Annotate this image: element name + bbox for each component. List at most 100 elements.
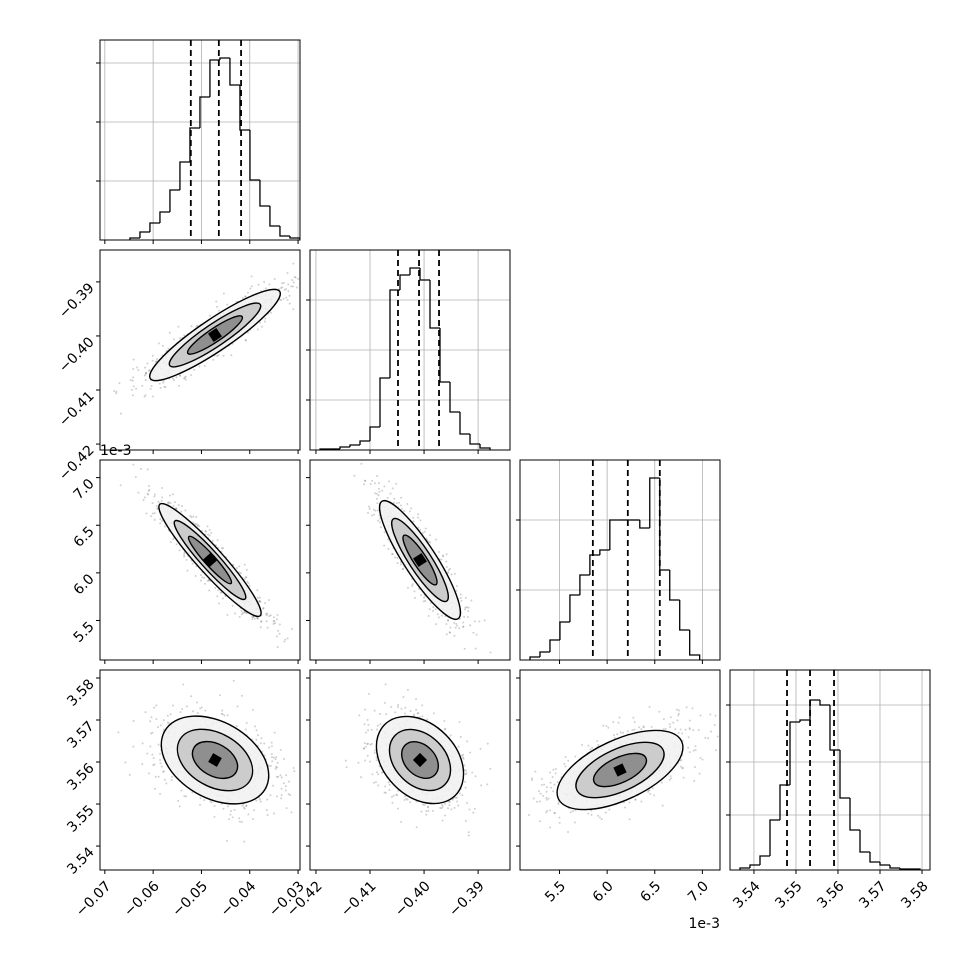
sample-point: [388, 480, 391, 483]
sample-point: [441, 554, 444, 557]
sample-point: [489, 767, 492, 770]
sample-point: [402, 567, 405, 570]
sample-point: [306, 277, 308, 279]
sample-point: [190, 516, 193, 519]
sample-point: [422, 600, 425, 603]
sample-point: [259, 321, 262, 324]
sample-point: [183, 553, 186, 556]
sample-point: [413, 713, 416, 716]
density-panel: [520, 705, 719, 834]
sample-point: [251, 615, 254, 618]
sample-point: [363, 479, 366, 482]
sample-point: [141, 742, 144, 745]
sample-point: [387, 538, 390, 541]
sample-point: [238, 615, 241, 618]
sample-point: [274, 622, 277, 625]
sample-point: [132, 385, 135, 388]
sample-point: [178, 374, 181, 377]
sample-point: [259, 742, 262, 745]
sample-point: [651, 787, 654, 790]
sample-point: [363, 723, 366, 726]
histogram-step: [129, 237, 140, 240]
sample-point: [362, 747, 365, 750]
sample-point: [709, 713, 712, 716]
sample-point: [280, 794, 283, 797]
sample-point: [117, 731, 120, 734]
sample-point: [371, 479, 374, 482]
sample-point: [151, 502, 154, 505]
sample-point: [417, 712, 420, 715]
sample-point: [256, 616, 259, 619]
panel-frame: [309, 669, 511, 871]
sample-point: [175, 376, 178, 379]
sample-point: [271, 760, 274, 763]
sample-point: [132, 358, 135, 361]
sample-point: [244, 338, 247, 341]
sample-point: [163, 778, 166, 781]
sample-point: [432, 606, 435, 609]
sample-point: [148, 369, 151, 372]
sample-point: [420, 810, 423, 813]
sample-point: [230, 354, 233, 357]
sample-point: [395, 793, 398, 796]
sample-point: [459, 593, 462, 596]
sample-point: [132, 463, 135, 466]
panel-frame: [519, 459, 721, 661]
sample-point: [172, 538, 175, 541]
sample-point: [284, 638, 287, 641]
histogram-step: [169, 189, 180, 212]
sample-point: [590, 809, 593, 812]
sample-point: [685, 706, 688, 709]
sample-point: [204, 709, 207, 712]
sample-point: [213, 815, 216, 818]
density-peak: [208, 328, 222, 342]
sample-point: [275, 756, 278, 759]
sample-point: [257, 617, 260, 620]
sample-point: [460, 754, 463, 757]
sample-point: [162, 770, 165, 773]
sample-point: [173, 379, 176, 382]
sample-point: [252, 615, 255, 618]
sample-point: [180, 789, 183, 792]
sample-point: [415, 826, 418, 829]
sample-point: [467, 831, 470, 834]
sample-point: [373, 513, 376, 516]
sample-point: [131, 379, 134, 382]
sample-point: [455, 622, 458, 625]
sample-point: [373, 749, 376, 752]
sample-point: [383, 544, 386, 547]
sample-point: [489, 651, 492, 654]
sample-point: [244, 295, 247, 298]
sample-point: [426, 805, 429, 808]
sample-point: [198, 803, 201, 806]
sample-point: [135, 387, 138, 390]
sample-point: [557, 801, 560, 804]
density-peak: [208, 753, 222, 767]
sample-point: [410, 507, 413, 510]
sample-point: [146, 468, 149, 471]
histogram-step: [649, 477, 660, 528]
sample-point: [367, 511, 370, 514]
sample-point: [445, 560, 448, 563]
sample-point: [153, 706, 156, 709]
sample-point: [244, 295, 247, 298]
sample-point: [168, 722, 171, 725]
sample-point: [159, 724, 162, 727]
sample-point: [141, 763, 144, 766]
sample-point: [147, 493, 150, 496]
sample-point: [153, 518, 156, 521]
sample-point: [425, 537, 428, 540]
sample-point: [467, 606, 470, 609]
sample-point: [386, 496, 389, 499]
sample-point: [462, 625, 465, 628]
panel-frame: [99, 669, 301, 871]
histogram-panel: [310, 250, 510, 450]
sample-point: [207, 533, 210, 536]
sample-point: [200, 706, 203, 709]
sample-point: [172, 504, 175, 507]
sample-point: [192, 710, 195, 713]
sample-point: [427, 540, 430, 543]
sample-point: [259, 601, 262, 604]
sample-point: [416, 516, 419, 519]
sample-point: [256, 617, 259, 620]
